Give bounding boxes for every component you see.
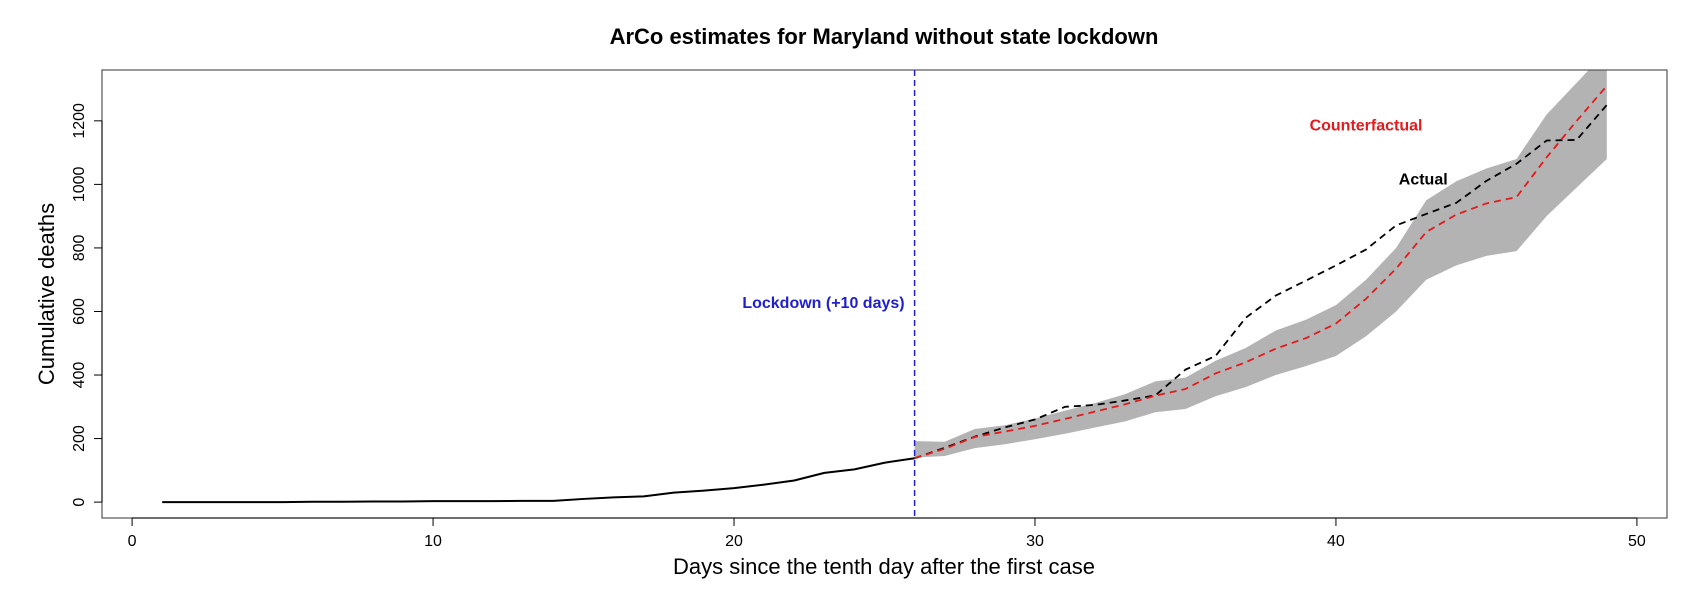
actual-annotation: Actual <box>1399 171 1448 188</box>
x-axis: 0 10 20 30 40 50 <box>128 517 1646 550</box>
x-tick-label: 30 <box>1026 533 1044 550</box>
y-tick-label: 800 <box>71 234 88 261</box>
y-tick-label: 1000 <box>71 166 88 202</box>
x-tick-label: 20 <box>725 533 743 550</box>
x-tick-label: 40 <box>1327 533 1345 550</box>
x-tick-label: 10 <box>424 533 442 550</box>
y-tick-label: 400 <box>71 362 88 389</box>
y-axis: 0 200 400 600 800 1000 1200 <box>71 103 103 507</box>
y-tick-label: 1200 <box>71 103 88 139</box>
actual-line <box>914 104 1608 460</box>
y-tick-label: 200 <box>71 425 88 452</box>
y-axis-label: Cumulative deaths <box>34 203 59 385</box>
counterfactual-line <box>914 85 1608 460</box>
lockdown-label: Lockdown (+10 days) <box>742 295 904 312</box>
y-tick-label: 0 <box>71 498 88 507</box>
counterfactual-annotation: Counterfactual <box>1310 117 1423 134</box>
confidence-band <box>914 70 1607 458</box>
x-tick-label: 0 <box>128 533 137 550</box>
chart-title: ArCo estimates for Maryland without stat… <box>610 24 1159 49</box>
actual-pre-lockdown-line <box>162 457 915 504</box>
y-tick-label: 600 <box>71 298 88 325</box>
x-axis-label: Days since the tenth day after the first… <box>673 554 1095 579</box>
plot-frame <box>101 69 1668 519</box>
x-tick-label: 50 <box>1628 533 1646 550</box>
